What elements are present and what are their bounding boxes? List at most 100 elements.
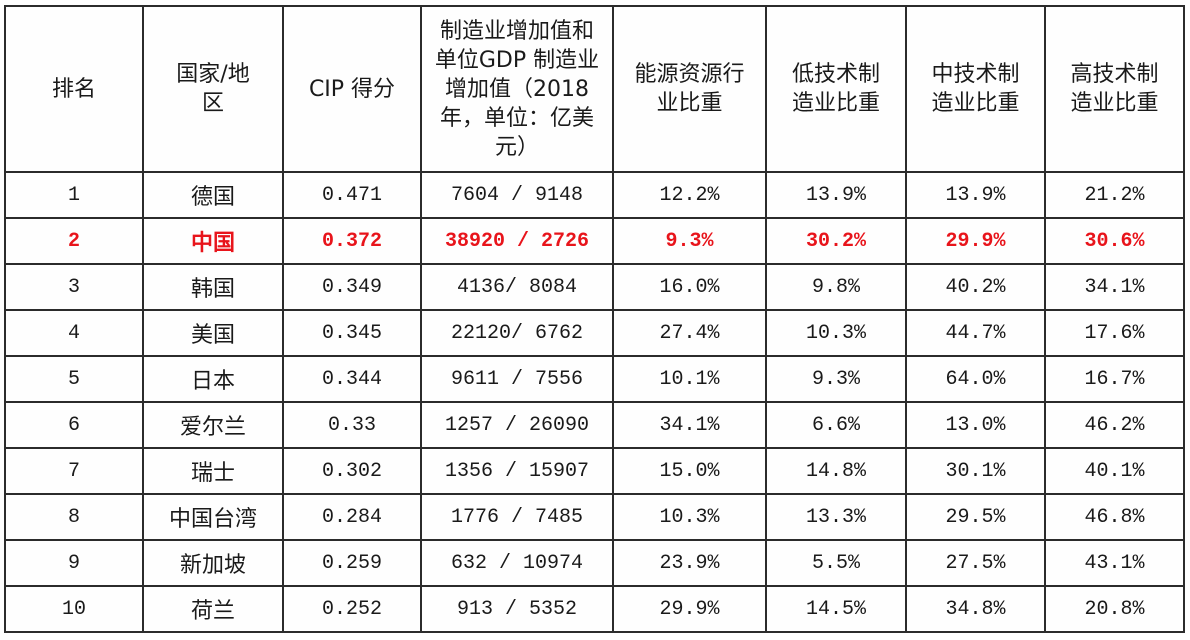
cell-high-tech-share: 16.7% xyxy=(1044,355,1185,403)
cell-energy-share: 29.9% xyxy=(612,585,767,633)
cell-cip-score: 0.252 xyxy=(282,585,422,633)
cell-energy-share: 12.2% xyxy=(612,171,767,219)
cell-low-tech-share: 30.2% xyxy=(765,217,907,265)
cell-mva: 913 / 5352 xyxy=(420,585,614,633)
cell-cip-score: 0.471 xyxy=(282,171,422,219)
cell-mid-tech-share: 40.2% xyxy=(905,263,1046,311)
cell-country: 瑞士 xyxy=(142,447,284,495)
cell-country: 日本 xyxy=(142,355,284,403)
cell-energy-share: 16.0% xyxy=(612,263,767,311)
cell-cip-score: 0.372 xyxy=(282,217,422,265)
cell-low-tech-share: 6.6% xyxy=(765,401,907,449)
cell-cip-score: 0.302 xyxy=(282,447,422,495)
table-row: 7 瑞士 0.302 1356 / 15907 15.0% 14.8% 30.1% 40.1% xyxy=(4,447,1185,495)
cell-rank: 8 xyxy=(4,493,144,541)
cell-rank: 2 xyxy=(4,217,144,265)
cell-energy-share: 9.3% xyxy=(612,217,767,265)
table-row: 10 荷兰 0.252 913 / 5352 29.9% 14.5% 34.8% 20.8% xyxy=(4,585,1185,633)
cell-mid-tech-share: 29.5% xyxy=(905,493,1046,541)
table-row: 4 美国 0.345 22120/ 6762 27.4% 10.3% 44.7% 17.6% xyxy=(4,309,1185,357)
header-low-tech-share: 低技术制造业比重 xyxy=(765,5,907,173)
table-row: 3 韩国 0.349 4136/ 8084 16.0% 9.8% 40.2% 34.1% xyxy=(4,263,1185,311)
header-energy-share: 能源资源行业比重 xyxy=(612,5,767,173)
cell-energy-share: 23.9% xyxy=(612,539,767,587)
header-high-tech-share: 高技术制造业比重 xyxy=(1044,5,1185,173)
cell-high-tech-share: 30.6% xyxy=(1044,217,1185,265)
cell-low-tech-share: 5.5% xyxy=(765,539,907,587)
cell-low-tech-share: 14.8% xyxy=(765,447,907,495)
cell-country: 爱尔兰 xyxy=(142,401,284,449)
cell-mid-tech-share: 29.9% xyxy=(905,217,1046,265)
table-row: 9 新加坡 0.259 632 / 10974 23.9% 5.5% 27.5% 43.1% xyxy=(4,539,1185,587)
cell-rank: 3 xyxy=(4,263,144,311)
cell-low-tech-share: 9.8% xyxy=(765,263,907,311)
cell-mid-tech-share: 30.1% xyxy=(905,447,1046,495)
header-cip-score: CIP 得分 xyxy=(282,5,422,173)
cell-low-tech-share: 9.3% xyxy=(765,355,907,403)
cell-country: 中国台湾 xyxy=(142,493,284,541)
cell-low-tech-share: 14.5% xyxy=(765,585,907,633)
cell-energy-share: 10.3% xyxy=(612,493,767,541)
cell-mid-tech-share: 13.0% xyxy=(905,401,1046,449)
cell-country: 新加坡 xyxy=(142,539,284,587)
cell-mva: 632 / 10974 xyxy=(420,539,614,587)
cell-rank: 6 xyxy=(4,401,144,449)
cell-mva: 1776 / 7485 xyxy=(420,493,614,541)
header-mva: 制造业增加值和单位GDP 制造业增加值（2018 年，单位：亿美元） xyxy=(420,5,614,173)
cell-high-tech-share: 21.2% xyxy=(1044,171,1185,219)
cell-energy-share: 27.4% xyxy=(612,309,767,357)
cell-cip-score: 0.259 xyxy=(282,539,422,587)
cell-mid-tech-share: 34.8% xyxy=(905,585,1046,633)
cell-mva: 1356 / 15907 xyxy=(420,447,614,495)
cell-cip-score: 0.344 xyxy=(282,355,422,403)
cell-energy-share: 34.1% xyxy=(612,401,767,449)
cell-country: 美国 xyxy=(142,309,284,357)
cell-mid-tech-share: 13.9% xyxy=(905,171,1046,219)
cell-mid-tech-share: 27.5% xyxy=(905,539,1046,587)
cell-mid-tech-share: 64.0% xyxy=(905,355,1046,403)
cell-rank: 7 xyxy=(4,447,144,495)
header-country: 国家/地区 xyxy=(142,5,284,173)
cell-mid-tech-share: 44.7% xyxy=(905,309,1046,357)
cell-cip-score: 0.345 xyxy=(282,309,422,357)
cell-mva: 1257 / 26090 xyxy=(420,401,614,449)
cell-low-tech-share: 13.3% xyxy=(765,493,907,541)
header-row: 排名 国家/地区 CIP 得分 制造业增加值和单位GDP 制造业增加值（2018… xyxy=(4,5,1185,173)
cell-mva: 9611 / 7556 xyxy=(420,355,614,403)
cell-country: 韩国 xyxy=(142,263,284,311)
header-rank: 排名 xyxy=(4,5,144,173)
cell-high-tech-share: 40.1% xyxy=(1044,447,1185,495)
cell-cip-score: 0.284 xyxy=(282,493,422,541)
cell-rank: 10 xyxy=(4,585,144,633)
table-row: 6 爱尔兰 0.33 1257 / 26090 34.1% 6.6% 13.0% 46.2% xyxy=(4,401,1185,449)
cell-high-tech-share: 46.8% xyxy=(1044,493,1185,541)
cell-high-tech-share: 20.8% xyxy=(1044,585,1185,633)
cell-high-tech-share: 43.1% xyxy=(1044,539,1185,587)
cell-low-tech-share: 13.9% xyxy=(765,171,907,219)
cell-energy-share: 10.1% xyxy=(612,355,767,403)
cell-high-tech-share: 46.2% xyxy=(1044,401,1185,449)
cell-high-tech-share: 34.1% xyxy=(1044,263,1185,311)
cell-country: 德国 xyxy=(142,171,284,219)
cell-rank: 5 xyxy=(4,355,144,403)
cell-rank: 9 xyxy=(4,539,144,587)
cell-mva: 38920 / 2726 xyxy=(420,217,614,265)
cell-cip-score: 0.33 xyxy=(282,401,422,449)
table-row: 5 日本 0.344 9611 / 7556 10.1% 9.3% 64.0% 16.7% xyxy=(4,355,1185,403)
cell-rank: 4 xyxy=(4,309,144,357)
table-body: 1 德国 0.471 7604 / 9148 12.2% 13.9% 13.9% 21.2% 2… xyxy=(4,171,1185,633)
table-row: 2 中国 0.372 38920 / 2726 9.3% 30.2% 29.9% 30.6% xyxy=(4,217,1185,265)
cell-mva: 7604 / 9148 xyxy=(420,171,614,219)
cell-rank: 1 xyxy=(4,171,144,219)
cell-energy-share: 15.0% xyxy=(612,447,767,495)
cell-cip-score: 0.349 xyxy=(282,263,422,311)
table-row: 1 德国 0.471 7604 / 9148 12.2% 13.9% 13.9% 21.2% xyxy=(4,171,1185,219)
header-mid-tech-share: 中技术制造业比重 xyxy=(905,5,1046,173)
table-row: 8 中国台湾 0.284 1776 / 7485 10.3% 13.3% 29.5% 46.8… xyxy=(4,493,1185,541)
cip-ranking-table: 排名 国家/地区 CIP 得分 制造业增加值和单位GDP 制造业增加值（2018… xyxy=(4,5,1185,633)
cell-country: 中国 xyxy=(142,217,284,265)
cell-mva: 4136/ 8084 xyxy=(420,263,614,311)
cell-low-tech-share: 10.3% xyxy=(765,309,907,357)
cell-high-tech-share: 17.6% xyxy=(1044,309,1185,357)
cell-country: 荷兰 xyxy=(142,585,284,633)
